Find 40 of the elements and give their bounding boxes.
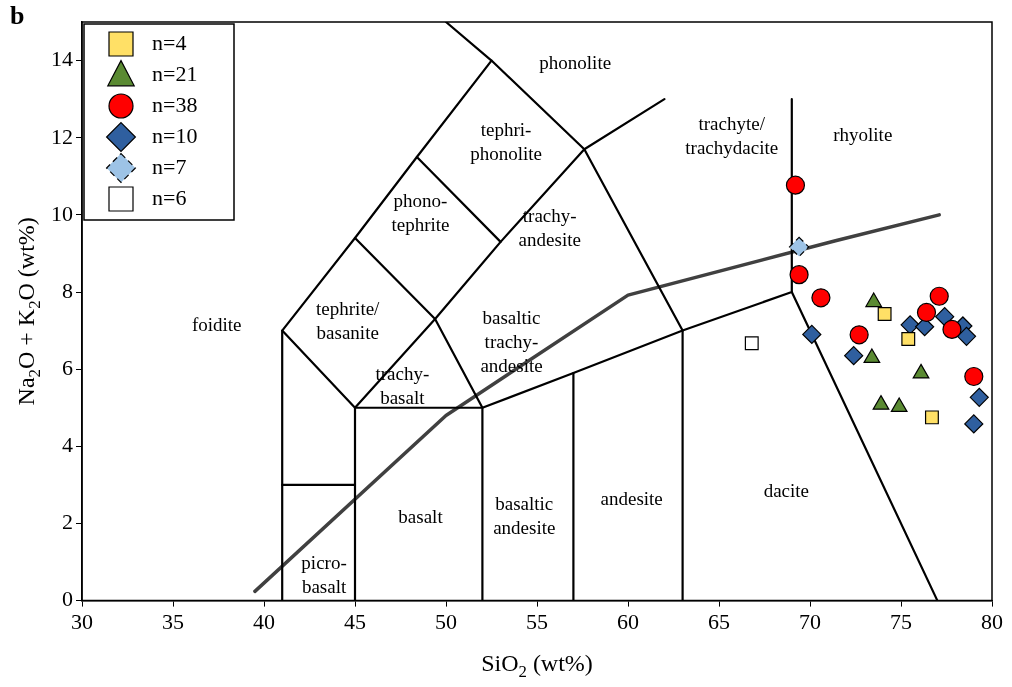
annotation: phono- tephrite [391,189,450,235]
x-tick-label: 75 [890,608,912,634]
annotation: rhyolite [833,123,893,145]
y-tick-label: 10 [51,200,73,226]
annotation: foidite [191,313,242,335]
x-tick-label: 70 [799,608,821,634]
y-tick-label: 8 [62,277,73,303]
y-axis-title: Na2O + K2O (wt%) [13,217,44,406]
y-tick-label: 2 [62,509,73,535]
y-tick-label: 0 [62,586,73,612]
annotation: tephrite/ basanite [316,297,381,343]
x-tick-label: 55 [526,608,548,634]
x-tick-label: 60 [617,608,639,634]
x-tick-label: 50 [435,608,457,634]
annotation: phonolite [539,51,612,73]
legend-label: n=10 [152,122,198,148]
y-tick-label: 14 [51,46,73,72]
x-tick-label: 30 [71,608,93,634]
y-tick-label: 6 [62,354,73,380]
annotation: dacite [763,480,810,502]
legend-label: n=7 [152,153,187,179]
legend-label: n=4 [152,29,187,55]
text: b [10,0,25,30]
x-tick-label: 65 [708,608,730,634]
annotation: basaltic andesite [493,493,556,539]
x-tick-label: 45 [344,608,366,634]
annotation: basalt [398,506,444,528]
y-tick-label: 4 [62,432,73,458]
x-tick-label: 40 [253,608,275,634]
y-tick-label: 12 [51,123,73,149]
annotation: trachy- andesite [518,204,581,250]
legend-label: n=21 [152,60,198,86]
x-tick-label: 80 [981,608,1003,634]
annotation: tephri- phonolite [470,118,542,164]
x-tick-label: 35 [162,608,184,634]
annotation: andesite [600,488,663,510]
legend-label: n=6 [152,184,187,210]
annotation: picro- basalt [301,551,347,597]
annotation: trachyte/ trachydacite [685,112,779,158]
legend-label: n=38 [152,91,198,117]
